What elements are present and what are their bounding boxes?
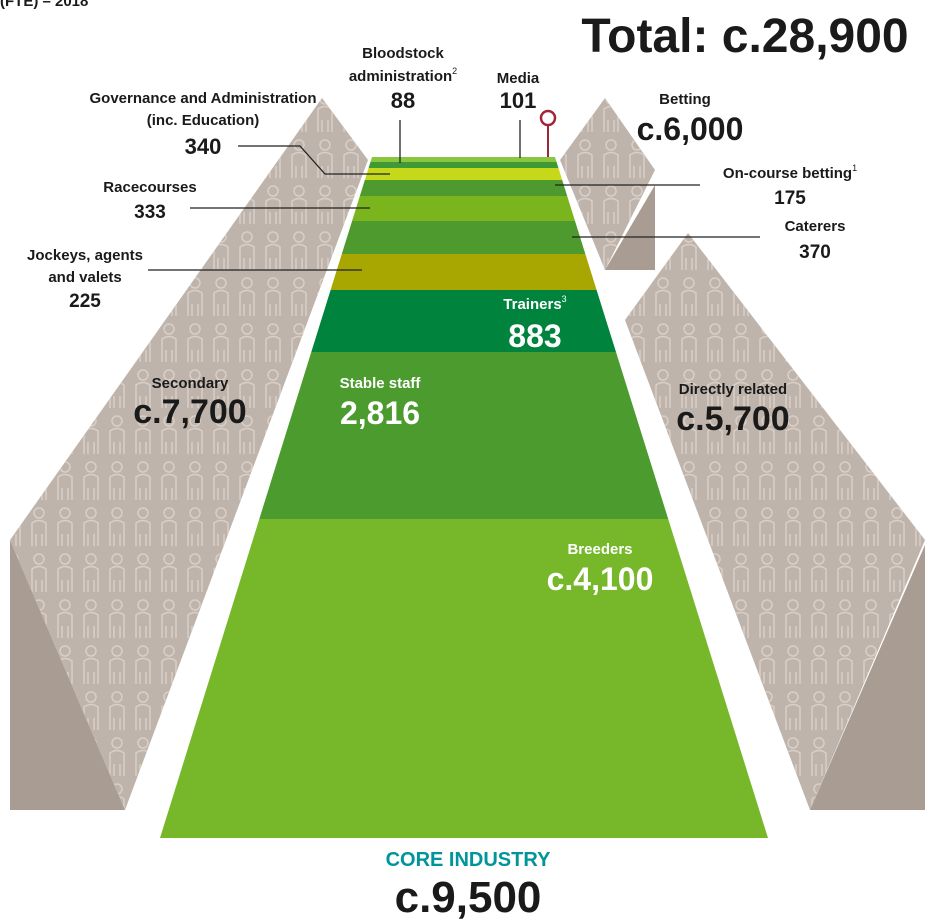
band: [370, 157, 556, 162]
segment-label: Jockeys, agents: [27, 247, 143, 264]
segment-value: 175: [774, 188, 806, 209]
segment-label: Stable staff: [340, 375, 422, 392]
segment-label: Breeders: [567, 541, 632, 558]
segment-value: 333: [134, 202, 166, 223]
band: [369, 162, 559, 168]
infographic: (FTE) – 2018 Total: c.28,900 Betting c.6…: [0, 0, 933, 922]
group-value: c.5,700: [676, 400, 789, 438]
segment-label: and valets: [48, 269, 121, 286]
group-label: Betting: [659, 91, 711, 108]
segment-value: 2,816: [340, 395, 420, 431]
segment-value: 225: [69, 291, 101, 312]
segment-label: Trainers3: [503, 294, 566, 313]
segment-label: On-course betting1: [723, 163, 857, 182]
footnote: 2: [452, 66, 457, 76]
segment-value: c.4,100: [547, 561, 654, 597]
subtitle: (FTE) – 2018: [0, 0, 88, 10]
group-label: Directly related: [679, 381, 787, 398]
band: [360, 180, 567, 196]
segment-label: Caterers: [785, 218, 846, 235]
segment-value: 340: [185, 134, 222, 159]
group-value: c.7,700: [133, 393, 246, 431]
band: [311, 290, 616, 352]
segment-value: 370: [799, 242, 831, 263]
segment-label: (inc. Education): [147, 112, 260, 129]
segment-label: Governance and Administration: [90, 90, 317, 107]
core-label: CORE INDUSTRY: [386, 849, 551, 871]
segment-value: 883: [508, 318, 561, 354]
band: [259, 352, 668, 519]
segment-label: Media: [497, 70, 540, 87]
segment-value: 101: [500, 88, 537, 113]
core-value: c.9,500: [395, 873, 542, 922]
segment-label: administration2: [349, 66, 457, 85]
total: Total: c.28,900: [581, 10, 908, 63]
footnote: 1: [852, 163, 857, 173]
segment-label: Racecourses: [103, 179, 196, 196]
band: [331, 254, 597, 290]
segment-label: Bloodstock: [362, 45, 444, 62]
band: [365, 168, 562, 180]
band: [352, 196, 575, 221]
group-value: c.6,000: [637, 111, 744, 147]
band: [160, 519, 768, 838]
band: [342, 221, 586, 254]
footnote: 3: [562, 294, 567, 304]
group-label: Secondary: [152, 375, 229, 392]
segment-value: 88: [391, 88, 415, 113]
pin: [541, 111, 555, 157]
